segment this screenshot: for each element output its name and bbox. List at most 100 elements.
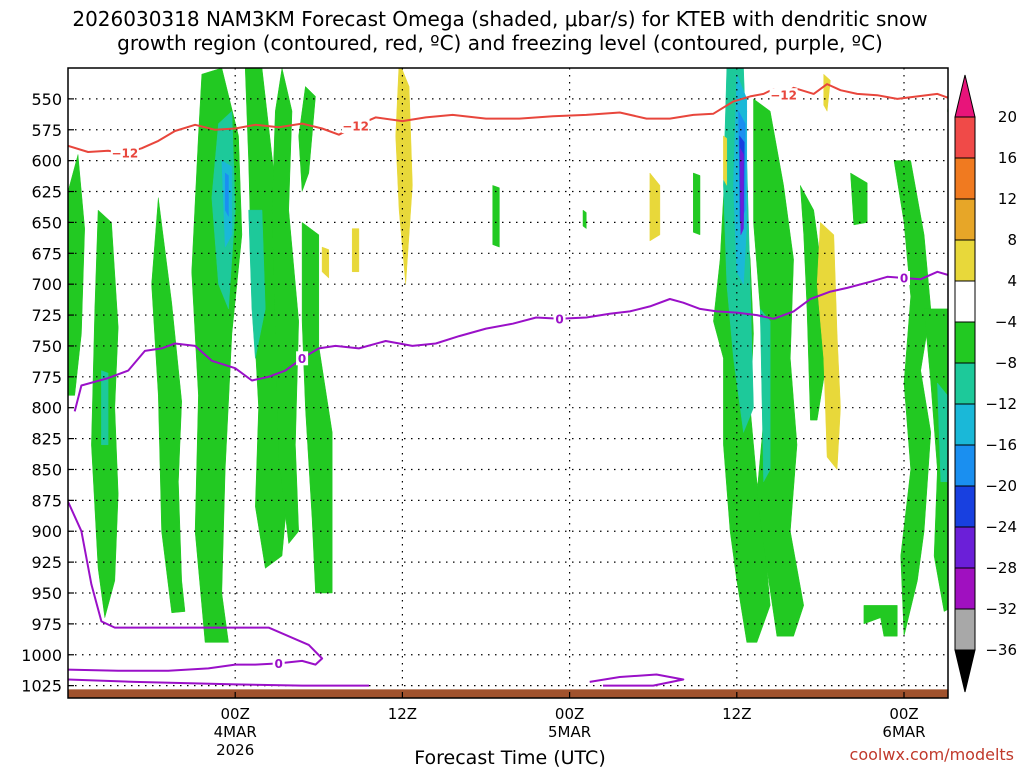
colorbar-label-2: 12	[998, 190, 1017, 208]
omega-region-0-2	[151, 197, 186, 614]
colorbar-label-6: −8	[995, 354, 1017, 372]
omega-region-0-5	[271, 68, 299, 544]
contour-label-0-0: −12	[111, 147, 138, 161]
y-tick-label-650: 650	[31, 213, 62, 232]
y-tick-label-700: 700	[31, 275, 62, 294]
colorbar-label-9: −20	[985, 477, 1017, 495]
y-tick-label-1000: 1000	[21, 646, 62, 665]
y-tick-label-1025: 1025	[21, 677, 62, 696]
omega-region-6-0	[395, 68, 413, 285]
y-tick-label-675: 675	[31, 244, 62, 263]
x-tick-date-2: 5MAR	[548, 723, 591, 741]
ground-fill	[68, 689, 948, 698]
colorbar: 20 16 12 8 4 −4 −8 −12 −16 −20 −24 −28 −32 −36	[954, 74, 1017, 693]
y-tick-label-750: 750	[31, 337, 62, 356]
omega-region-0-8	[492, 185, 500, 248]
contour-label-1-2: 0	[900, 272, 908, 286]
colorbar-label-7: −12	[985, 395, 1017, 413]
y-tick-label-900: 900	[31, 522, 62, 541]
chart-title-line2: growth region (contoured, red, ºC) and f…	[117, 31, 883, 55]
colorbar-bin-4	[954, 280, 976, 323]
y-tick-label-950: 950	[31, 584, 62, 603]
colorbar-bin-7	[954, 403, 976, 446]
contour-label-bg-0-2	[769, 88, 798, 103]
omega-region-0-9	[582, 209, 587, 229]
y-tick-label-975: 975	[31, 615, 62, 634]
x-tick-date-0: 4MAR	[214, 723, 257, 741]
y-tick-label-850: 850	[31, 460, 62, 479]
grid-lines	[68, 68, 948, 698]
contour-lines: −12 −12 −12 0 0 0 0	[68, 83, 948, 687]
colorbar-bin-1	[954, 157, 976, 200]
colorbar-bottom-arrow	[954, 649, 976, 693]
omega-region-0-13	[800, 185, 828, 421]
ground-layer	[68, 689, 948, 698]
colorbar-label-8: −16	[985, 436, 1017, 454]
omega-region-0-6	[301, 222, 333, 594]
colorbar-bin-6	[954, 362, 976, 405]
contour-label-bg-1-2	[898, 271, 910, 285]
colorbar-bin-12	[954, 608, 976, 651]
y-tick-label-775: 775	[31, 368, 62, 387]
contour-line-1	[73, 270, 948, 412]
x-tick-label-2: 00Z	[555, 705, 584, 723]
omega-region-5-0	[739, 148, 744, 236]
colorbar-bin-0	[954, 116, 976, 159]
colorbar-label-3: 8	[1007, 231, 1017, 249]
colorbar-label-11: −28	[985, 559, 1017, 577]
omega-region-0-17	[923, 308, 948, 612]
omega-region-6-6	[823, 73, 831, 112]
colorbar-top-arrow	[954, 74, 976, 118]
contour-line-2	[68, 501, 324, 672]
x-tick-label-1: 12Z	[388, 705, 417, 723]
omega-region-6-3	[649, 172, 661, 242]
colorbar-label-13: −36	[985, 641, 1017, 659]
colorbar-bin-10	[954, 526, 976, 569]
omega-region-0-15	[863, 605, 898, 637]
omega-region-0-10	[693, 172, 701, 236]
omega-region-6-5	[816, 222, 841, 470]
plot-frame	[67, 67, 949, 699]
y-tick-label-875: 875	[31, 491, 62, 510]
y-tick-label-800: 800	[31, 399, 62, 418]
contour-label-1-1: 0	[555, 312, 563, 326]
omega-region-3-0	[224, 172, 229, 217]
colorbar-label-10: −24	[985, 518, 1017, 536]
contour-label-bg-1-0	[296, 351, 309, 366]
contour-line-4	[589, 673, 685, 687]
omega-region-0-7	[298, 86, 316, 192]
colorbar-bin-8	[954, 444, 976, 487]
colorbar-label-1: 16	[998, 149, 1017, 167]
x-tick-date-4: 6MAR	[882, 723, 925, 741]
x-tick-label-0: 00Z	[221, 705, 250, 723]
omega-region-1-2	[101, 370, 109, 446]
contour-line-0	[68, 83, 948, 155]
x-tick-year-0: 2026	[216, 741, 254, 759]
contour-label-2-0: 0	[274, 657, 282, 671]
x-axis-label: Forecast Time (UTC)	[414, 747, 605, 768]
contour-label-0-1: −12	[342, 120, 369, 134]
contour-label-bg-0-0	[110, 146, 139, 161]
y-tick-label-550: 550	[31, 90, 62, 109]
y-tick-label-600: 600	[31, 152, 62, 171]
x-tick-label-3: 12Z	[722, 705, 751, 723]
contour-label-bg-2-0	[272, 656, 285, 671]
omega-region-6-1	[321, 246, 330, 279]
colorbar-bin-9	[954, 485, 976, 528]
y-tick-label-625: 625	[31, 183, 62, 202]
colorbar-bin-2	[954, 198, 976, 241]
contour-label-bg-1-1	[553, 311, 566, 326]
colorbar-bin-11	[954, 567, 976, 610]
colorbar-label-4: 4	[1007, 272, 1017, 290]
chart-title-line1: 2026030318 NAM3KM Forecast Omega (shaded…	[72, 7, 927, 31]
colorbar-bin-3	[954, 239, 976, 282]
y-axis-ticks: 550 575 600 625 650 675 700 725 750 775 800 825 850 8…	[21, 90, 74, 696]
contour-label-0-2: −12	[770, 89, 797, 103]
x-tick-label-4: 00Z	[889, 705, 918, 723]
contour-label-bg-0-1	[341, 119, 370, 134]
y-tick-label-575: 575	[31, 121, 62, 140]
omega-region-6-2	[351, 228, 360, 273]
colorbar-bin-5	[954, 321, 976, 364]
y-tick-label-725: 725	[31, 306, 62, 325]
